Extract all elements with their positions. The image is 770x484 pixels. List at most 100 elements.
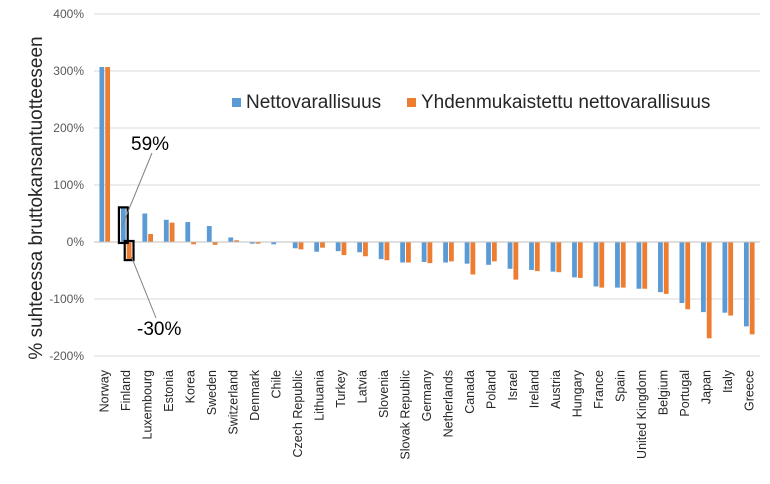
x-tick-label: Greece	[742, 370, 756, 411]
x-tick-label: Slovenia	[377, 370, 391, 418]
bar-canada-series-1	[464, 242, 470, 264]
bar-netherlands-series-1	[443, 242, 448, 263]
bar-chile-series-1	[271, 242, 277, 245]
x-tick-label: Denmark	[248, 369, 262, 420]
bar-germany-series-1	[421, 242, 427, 262]
bar-japan-series-1	[700, 242, 706, 313]
x-tick-label: Germany	[420, 369, 434, 421]
bar-belgium-series-2	[663, 242, 669, 294]
bar-hungary-series-2	[577, 242, 583, 278]
x-tick-label: Latvia	[356, 370, 370, 403]
bar-hungary-series-1	[572, 242, 577, 278]
gridlines	[94, 13, 760, 357]
bars	[99, 67, 755, 339]
bar-slovenia-series-1	[378, 242, 384, 260]
bar-latvia-series-2	[363, 242, 368, 257]
annotation-highlight-box	[117, 206, 129, 245]
x-tick-label: Portugal	[678, 370, 692, 417]
bar-spain-series-2	[620, 242, 626, 288]
x-tick-label: Belgium	[656, 370, 670, 415]
annotations: 59% -30%	[117, 134, 181, 340]
bar-portugal-series-1	[679, 242, 685, 303]
x-tick-label: Canada	[463, 370, 477, 414]
annotation-label: -30%	[137, 319, 181, 340]
x-tick-label: Czech Republic	[291, 370, 305, 458]
bar-france-series-1	[593, 242, 599, 287]
bar-finland-series-1	[120, 208, 126, 242]
bar-slovak-republic-series-1	[400, 242, 406, 263]
bar-norway-series-1	[99, 67, 105, 242]
bar-ireland-series-2	[534, 242, 540, 272]
x-tick-label: Spain	[613, 370, 627, 402]
bar-united-kingdom-series-1	[636, 242, 642, 289]
bar-slovak-republic-series-2	[406, 242, 411, 263]
annotation-leader-line	[121, 152, 153, 227]
bar-luxembourg-series-1	[142, 213, 148, 242]
bar-switzerland-series-1	[228, 237, 234, 242]
bar-greece-series-2	[749, 242, 755, 335]
legend: Nettovarallisuus Yhdenmukaistettu nettova…	[232, 92, 710, 113]
x-tick-label: Hungary	[570, 369, 584, 417]
y-tick-label: -200%	[49, 349, 84, 363]
x-tick-label: United Kingdom	[635, 370, 649, 459]
x-tick-label: Estonia	[162, 370, 176, 412]
x-axis-labels: Norway Finland Luxembourg Estonia Korea Swede…	[98, 369, 757, 459]
bar-korea-series-2	[191, 242, 196, 245]
x-tick-label: France	[592, 370, 606, 409]
legend-entry: Yhdenmukaistettu nettovarallisuus	[421, 92, 710, 113]
bar-sweden-series-1	[206, 226, 212, 242]
bar-turkey-series-1	[335, 242, 341, 252]
bar-poland-series-2	[491, 242, 497, 262]
bar-austria-series-2	[556, 242, 562, 273]
bar-estonia-series-2	[169, 222, 175, 242]
bar-turkey-series-2	[341, 242, 347, 256]
x-tick-label: Finland	[119, 370, 133, 411]
x-tick-label: Israel	[506, 370, 520, 401]
bar-canada-series-2	[470, 242, 476, 275]
bar-greece-series-1	[743, 242, 749, 327]
bar-switzerland-series-2	[234, 240, 239, 242]
annotation-leader-line	[131, 256, 157, 319]
x-tick-label: Chile	[270, 370, 284, 399]
bar-france-series-2	[599, 242, 605, 288]
x-tick-label: Korea	[184, 370, 198, 403]
bar-lithuania-series-1	[314, 242, 320, 252]
y-tick-label: 400%	[53, 7, 84, 21]
bar-denmark-series-2	[255, 242, 261, 244]
annotation-label: 59%	[131, 134, 169, 155]
bar-poland-series-1	[486, 242, 491, 265]
bar-belgium-series-1	[658, 242, 663, 293]
annotation-highlight-box	[123, 239, 135, 262]
legend-swatch	[407, 98, 416, 107]
y-tick-label: 200%	[53, 121, 84, 135]
x-tick-label: Netherlands	[441, 370, 455, 437]
x-tick-label: Sweden	[205, 370, 219, 415]
x-tick-label: Poland	[484, 370, 498, 409]
y-axis-label: % suhteessa bruttokansantuotteeseen	[26, 36, 47, 359]
x-tick-label: Slovak Republic	[399, 370, 413, 460]
x-tick-label: Lithuania	[313, 370, 327, 421]
bar-united-kingdom-series-2	[642, 242, 648, 289]
bar-lithuania-series-2	[320, 242, 325, 248]
x-tick-label: Luxembourg	[141, 370, 155, 440]
x-tick-label: Italy	[721, 369, 735, 393]
bar-ireland-series-1	[529, 242, 534, 270]
bar-japan-series-2	[706, 242, 712, 339]
x-tick-label: Switzerland	[227, 370, 241, 435]
bar-estonia-series-1	[163, 219, 169, 242]
bar-finland-series-2	[126, 242, 132, 260]
bar-luxembourg-series-2	[148, 234, 154, 242]
y-tick-label: 100%	[53, 178, 84, 192]
bar-germany-series-2	[427, 242, 433, 264]
bar-austria-series-1	[550, 242, 556, 272]
bar-korea-series-1	[185, 222, 191, 242]
bar-norway-series-2	[105, 67, 111, 242]
x-tick-label: Ireland	[527, 370, 541, 408]
y-axis-ticks: -200% -100% 0% 100% 200% 300% 400%	[49, 7, 84, 363]
x-tick-label: Austria	[549, 370, 563, 409]
bar-czech-republic-series-1	[292, 242, 298, 249]
y-tick-label: 0%	[67, 235, 85, 249]
bar-israel-series-1	[507, 242, 513, 269]
y-tick-label: 300%	[53, 64, 84, 78]
